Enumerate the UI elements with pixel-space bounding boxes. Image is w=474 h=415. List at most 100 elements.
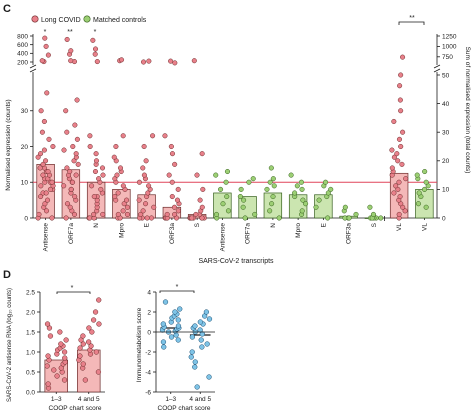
d-point [89, 329, 95, 335]
c-point [367, 204, 373, 210]
c-xtick-label: E [144, 222, 151, 227]
c-point [213, 211, 220, 217]
panel-d-left-sig-bracket [56, 291, 91, 294]
c-point [416, 190, 422, 196]
c-point [292, 190, 298, 196]
c-point [64, 201, 71, 207]
c-point-upper [39, 58, 45, 64]
c-point [269, 201, 275, 207]
d-ytick-label: 0.5 [26, 369, 35, 376]
c-point [71, 158, 77, 164]
d-point [199, 344, 205, 350]
c-point [200, 186, 206, 192]
c-point [225, 208, 231, 214]
c-xtick-label: Antisense [43, 223, 50, 252]
c-point [391, 154, 397, 160]
c-point [288, 172, 294, 178]
c-point [75, 161, 81, 167]
c-point [37, 151, 44, 157]
c-point [242, 215, 248, 221]
c-point [115, 211, 121, 217]
c-point [124, 197, 130, 203]
c-point [268, 165, 274, 171]
c-point-upper [118, 57, 125, 63]
c-point [342, 204, 348, 210]
c-point [120, 183, 126, 189]
d-point [58, 341, 64, 347]
c-point [397, 97, 403, 103]
d-point [204, 341, 210, 347]
d-ytick-label: -2 [145, 349, 151, 356]
c-point [189, 215, 195, 221]
legend-control-marker [83, 15, 91, 23]
c-ytick-label: 10 [21, 180, 29, 187]
c-point [294, 183, 300, 189]
c-point [73, 172, 79, 178]
panel-d-left-sig: * [71, 285, 74, 292]
c-point-upper [172, 60, 178, 66]
d-point [86, 325, 92, 331]
c-point [100, 211, 106, 217]
c-point [87, 133, 93, 139]
c-point [91, 211, 97, 217]
c-ytick-label: 30 [21, 108, 29, 115]
c-point [370, 211, 377, 217]
c-point-upper [191, 58, 197, 64]
panel-d-right: -6 -4 -2 0 2 4 1–3 4 and 5 [145, 289, 215, 403]
c-point [403, 176, 409, 182]
c-point [396, 136, 403, 142]
c-point [35, 154, 41, 160]
d-point [45, 381, 51, 387]
d-point [175, 317, 181, 323]
c-point [67, 204, 73, 210]
d-point [45, 353, 51, 359]
c-point [271, 183, 277, 189]
c-point [264, 186, 270, 192]
c-point-upper [43, 43, 49, 49]
c-point-upper [168, 58, 174, 64]
d-point [63, 337, 69, 343]
c-point [394, 151, 400, 157]
d-point [88, 343, 94, 349]
c-point [169, 151, 176, 157]
c-point [99, 165, 106, 171]
c-ytick-right-label: 1250 [442, 33, 457, 40]
sig-vl-bracket [398, 21, 425, 25]
c-point-upper [64, 36, 70, 43]
c-point [398, 108, 404, 114]
c-ytick-label: 400 [17, 51, 28, 58]
c-point [298, 179, 304, 185]
c-point [267, 179, 273, 185]
d-point [61, 349, 68, 355]
c-point [40, 161, 46, 167]
d-point [47, 333, 54, 339]
c-xtick-label: N [270, 223, 277, 228]
c-point [138, 211, 144, 217]
c-point [172, 161, 178, 167]
c-point [87, 215, 93, 221]
c-point [398, 143, 404, 150]
c-point [111, 154, 117, 160]
c-point [391, 190, 397, 196]
c-point [197, 197, 203, 203]
d-point [61, 377, 68, 383]
d-ytick-label: -6 [145, 389, 151, 396]
c-point [224, 168, 231, 175]
c-point-upper [92, 46, 99, 52]
sig-antisense: * [44, 29, 47, 36]
c-point [43, 208, 50, 214]
c-point [267, 208, 273, 214]
d-ytick-label: 2 [147, 309, 151, 316]
d-point [80, 361, 86, 367]
c-point [276, 215, 282, 221]
panel-d-right-xlabel: COOP chart score [158, 405, 211, 412]
c-point [91, 194, 97, 200]
c-point [175, 186, 181, 192]
c-point [171, 204, 178, 210]
c-xtick-label: VL [421, 223, 428, 231]
c-xtick-label: S [371, 222, 378, 227]
panel-c-ylabel-left: Normalised expression (counts) [5, 99, 12, 190]
c-point [38, 183, 44, 189]
panel-d-left-ylabel: SARS-CoV-2 antisense RNA (log₁₀ counts) [7, 288, 13, 402]
